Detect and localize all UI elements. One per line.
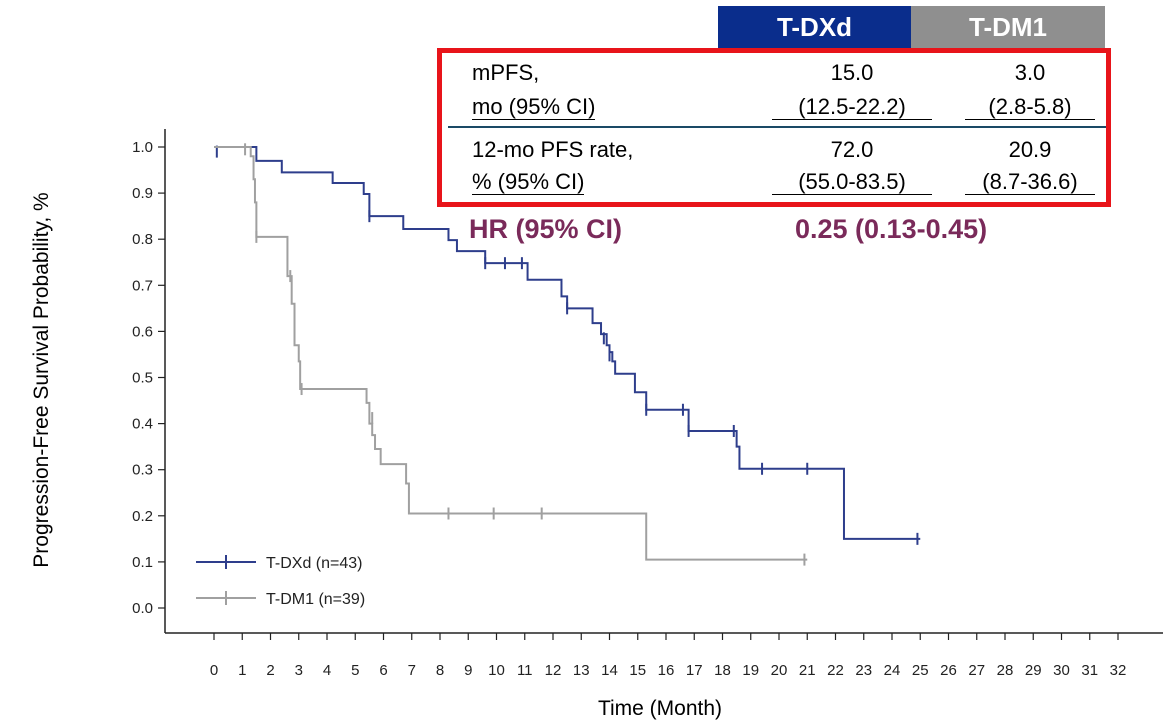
pfs-rate-ci-label: % (95% CI) — [472, 169, 585, 195]
x-tick-label: 32 — [1110, 662, 1127, 679]
pfs-rate-tdxd: 72.0 — [830, 137, 874, 162]
y-tick-label: 0.6 — [132, 323, 153, 340]
x-tick-label: 5 — [351, 662, 359, 679]
column-header-tdm1: T-DM1 — [911, 6, 1105, 48]
y-tick-label: 1.0 — [132, 139, 153, 156]
y-tick-label: 0.3 — [132, 462, 153, 479]
mpfs-tdxd-ci: (12.5-22.2) — [772, 95, 932, 120]
x-tick-label: 16 — [658, 662, 675, 679]
x-tick-label: 4 — [323, 662, 331, 679]
column-header-tdxd: T-DXd — [718, 6, 911, 48]
x-tick-label: 3 — [295, 662, 303, 679]
series-line-tdxd — [214, 146, 921, 540]
legend-label-tdxd: T-DXd (n=43) — [266, 555, 362, 572]
x-tick-label: 14 — [601, 662, 618, 679]
x-tick-label: 27 — [968, 662, 985, 679]
y-axis-title: Progression-Free Survival Probability, % — [30, 192, 53, 567]
y-tick-label: 0.9 — [132, 185, 153, 202]
mpfs-tdxd: 15.0 — [830, 60, 874, 85]
x-tick-label: 22 — [827, 662, 844, 679]
x-tick-label: 2 — [266, 662, 274, 679]
x-axis-title: Time (Month) — [598, 697, 722, 720]
x-tick-label: 17 — [686, 662, 703, 679]
pfs-rate-tdm1-ci: (8.7-36.6) — [965, 170, 1095, 195]
x-tick-label: 10 — [488, 662, 505, 679]
x-tick-label: 1 — [238, 662, 246, 679]
legend-label-tdm1: T-DM1 (n=39) — [266, 591, 365, 608]
x-tick-label: 8 — [436, 662, 444, 679]
stats-table: mPFS, mo (95% CI) 15.0 (12.5-22.2) 3.0 (… — [437, 48, 1111, 207]
x-tick-label: 6 — [379, 662, 387, 679]
x-tick-label: 28 — [997, 662, 1014, 679]
pfs-rate-tdxd-ci: (55.0-83.5) — [772, 170, 932, 195]
y-tick-label: 0.5 — [132, 370, 153, 387]
table-divider — [448, 126, 1106, 128]
pfs-rate-label: 12-mo PFS rate, — [472, 137, 634, 162]
x-tick-label: 13 — [573, 662, 590, 679]
mpfs-tdm1-ci: (2.8-5.8) — [965, 95, 1095, 120]
x-tick-label: 23 — [855, 662, 872, 679]
y-tick-label: 0.8 — [132, 231, 153, 248]
x-tick-label: 7 — [408, 662, 416, 679]
y-tick-label: 0.2 — [132, 508, 153, 525]
x-tick-label: 25 — [912, 662, 929, 679]
x-tick-label: 31 — [1081, 662, 1098, 679]
hr-value: 0.25 (0.13-0.45) — [795, 214, 988, 244]
pfs-rate-tdm1: 20.9 — [1008, 137, 1052, 162]
y-tick-label: 0.0 — [132, 600, 153, 617]
x-tick-label: 12 — [545, 662, 562, 679]
x-tick-label: 20 — [771, 662, 788, 679]
x-tick-label: 26 — [940, 662, 957, 679]
y-tick-label: 0.4 — [132, 416, 153, 433]
mpfs-ci-label: mo (95% CI) — [472, 94, 596, 120]
y-tick-label: 0.7 — [132, 277, 153, 294]
mpfs-tdm1: 3.0 — [1014, 60, 1046, 85]
x-tick-label: 21 — [799, 662, 816, 679]
x-tick-label: 18 — [714, 662, 731, 679]
x-tick-label: 0 — [210, 662, 218, 679]
x-tick-label: 15 — [629, 662, 646, 679]
series-line-tdm1 — [214, 146, 808, 561]
x-tick-label: 19 — [742, 662, 759, 679]
x-tick-label: 30 — [1053, 662, 1070, 679]
x-tick-label: 24 — [884, 662, 901, 679]
x-tick-label: 29 — [1025, 662, 1042, 679]
mpfs-label: mPFS, — [472, 60, 540, 85]
hr-label: HR (95% CI) — [469, 214, 623, 244]
y-tick-label: 0.1 — [132, 554, 153, 571]
x-tick-label: 11 — [517, 662, 533, 679]
x-tick-label: 9 — [464, 662, 472, 679]
